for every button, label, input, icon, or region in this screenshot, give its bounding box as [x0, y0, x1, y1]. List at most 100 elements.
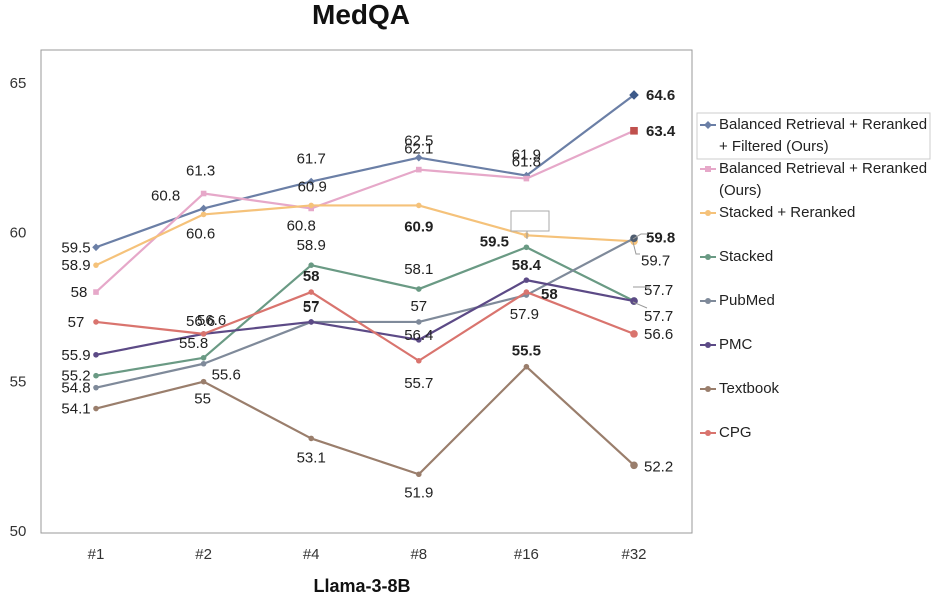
legend-item-5: PMC — [700, 336, 753, 353]
data-point — [200, 331, 207, 337]
data-point — [308, 202, 315, 209]
data-point — [200, 354, 207, 361]
y-tick-label: 50 — [10, 523, 27, 540]
legend-selection-box — [696, 112, 931, 160]
data-point — [200, 211, 207, 218]
series-line — [95, 94, 635, 249]
data-label: 60.8 — [287, 217, 316, 234]
legend-label: (Ours) — [719, 182, 762, 199]
legend-marker — [705, 386, 711, 392]
data-point — [523, 175, 530, 182]
data-point — [308, 319, 315, 325]
data-label: 59.8 — [646, 229, 675, 246]
legend-item-0: Balanced Retrieval + Reranked + Filtered … — [700, 116, 927, 155]
data-label: 57 — [68, 314, 85, 331]
legend-label: PubMed — [719, 292, 775, 309]
data-point — [416, 471, 422, 478]
data-point — [199, 204, 208, 213]
data-label: 59.5 — [61, 239, 90, 256]
data-label: 59.5 — [480, 233, 509, 250]
data-label: 51.9 — [404, 484, 433, 501]
legend-item-3: Stacked — [700, 248, 773, 265]
data-point — [630, 126, 638, 135]
data-point — [93, 384, 99, 391]
data-point — [416, 319, 422, 325]
data-point — [416, 286, 422, 292]
data-point — [416, 337, 422, 343]
data-point — [93, 319, 99, 325]
data-labels: 59.5 60.8 61.7 62.5 61.9 64.6 58 61.3 60.8 62.1 61… — [61, 87, 675, 501]
data-label: 61.8 — [512, 154, 541, 171]
data-label: 59.7 — [641, 252, 670, 269]
data-label: 54.1 — [61, 401, 90, 418]
leader-line — [632, 233, 648, 240]
legend-item-2: Stacked + Reranked — [700, 204, 855, 221]
y-tick-label: 60 — [10, 224, 27, 241]
callout-box — [510, 210, 550, 232]
data-label: 55.8 — [179, 335, 208, 352]
data-point — [308, 205, 314, 212]
data-label: 58.1 — [404, 261, 433, 278]
data-label: 62.5 — [404, 133, 433, 150]
legend-label: Stacked + Reranked — [719, 204, 855, 221]
legend-item-6: Textbook — [700, 380, 780, 397]
data-point — [93, 289, 99, 295]
data-label: 56.6 — [644, 326, 673, 343]
data-label: 58.9 — [61, 257, 90, 274]
data-point — [200, 190, 207, 197]
data-label: 63.4 — [646, 123, 676, 140]
series-line — [95, 365, 635, 476]
data-label: 56.6 — [186, 313, 215, 330]
chart-title: MedQA — [312, 0, 410, 30]
data-label: 60.9 — [404, 218, 433, 235]
data-label: 54.8 — [61, 380, 90, 397]
data-point — [93, 372, 99, 379]
leader-line — [632, 241, 640, 255]
x-axis-label: Llama-3-8B — [313, 576, 410, 596]
y-tick-label: 55 — [10, 374, 27, 391]
data-point — [523, 363, 530, 370]
series-line — [95, 279, 635, 356]
data-point — [630, 330, 638, 338]
data-label: 57.9 — [510, 306, 539, 323]
series-6 — [93, 363, 638, 478]
data-label: 64.6 — [646, 87, 675, 104]
data-point — [523, 289, 530, 295]
legend-marker — [705, 430, 711, 436]
series-line — [95, 237, 635, 389]
data-point — [308, 289, 315, 295]
x-tick-label: #1 — [88, 546, 105, 563]
data-label: 57 — [410, 298, 427, 315]
data-point — [308, 262, 315, 268]
data-label: 57 — [303, 298, 320, 315]
legend-item-1: Balanced Retrieval + Reranked (Ours) — [700, 160, 927, 199]
data-label: 61.9 — [512, 147, 541, 164]
series-4 — [93, 234, 638, 391]
data-label: 58.9 — [297, 237, 326, 254]
data-label: 55.6 — [212, 367, 241, 384]
x-tick-label: #16 — [514, 546, 539, 563]
data-label: 60.6 — [186, 225, 215, 242]
legend-marker — [705, 342, 711, 348]
data-label: 60.9 — [298, 178, 327, 195]
series-3 — [93, 244, 638, 379]
legend-label: Stacked — [719, 248, 773, 265]
data-label: 62.1 — [404, 141, 433, 158]
leader-line — [632, 301, 648, 309]
data-label: 57.7 — [644, 282, 673, 299]
series-line — [95, 204, 635, 267]
data-point — [307, 177, 315, 186]
series-2 — [93, 202, 638, 268]
data-label: 56.6 — [197, 312, 226, 329]
legend-label: CPG — [719, 424, 752, 441]
data-label: 57.7 — [644, 308, 673, 325]
series-7 — [93, 289, 638, 364]
data-point — [308, 435, 315, 442]
data-point — [92, 243, 100, 252]
data-label: 55.9 — [61, 347, 90, 364]
data-label: 61.7 — [297, 151, 326, 168]
legend-label: PMC — [719, 336, 753, 353]
data-point — [523, 244, 530, 251]
x-tick-label: #2 — [195, 546, 212, 563]
